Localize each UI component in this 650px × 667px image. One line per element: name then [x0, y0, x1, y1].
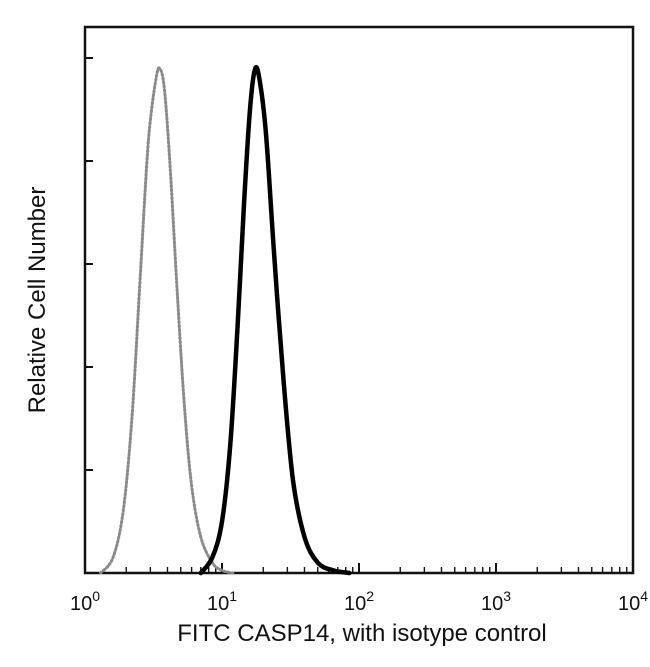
- histogram-series: [99, 65, 352, 576]
- x-tick-label-0: 100: [70, 588, 100, 615]
- y-axis-ticks: [85, 57, 93, 574]
- y-axis-title: Relative Cell Number: [24, 187, 51, 414]
- x-axis-title: FITC CASP14, with isotype control: [177, 620, 546, 647]
- x-tick-label-2: 102: [344, 588, 374, 615]
- x-axis-ticks: [84, 563, 634, 573]
- x-tick-label-4: 104: [618, 588, 648, 615]
- isotype-control-curve: [99, 66, 235, 575]
- casp14-curve: [198, 65, 352, 576]
- x-axis-tick-labels: 100 101 102 103 104: [70, 588, 648, 615]
- x-tick-label-3: 103: [481, 588, 511, 615]
- x-tick-label-1: 101: [207, 588, 237, 615]
